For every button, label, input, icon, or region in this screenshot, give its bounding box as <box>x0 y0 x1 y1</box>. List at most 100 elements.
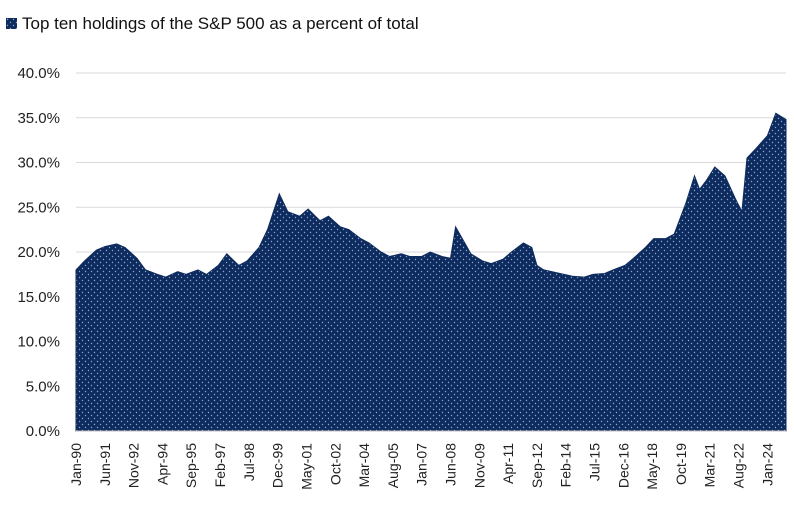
data-point <box>563 273 565 275</box>
x-tick-label: May-01 <box>299 443 315 490</box>
x-tick-label: Apr-11 <box>500 443 516 484</box>
data-point <box>258 246 260 248</box>
data-point <box>299 215 301 217</box>
data-point <box>156 273 158 275</box>
data-point <box>400 253 402 255</box>
x-tick-label: Jan-90 <box>68 443 84 486</box>
y-tick-label: 40.0% <box>17 65 60 82</box>
area-series <box>75 112 787 432</box>
data-point <box>185 273 187 275</box>
data-point <box>522 242 524 244</box>
data-point <box>746 157 748 159</box>
x-tick-label: Feb-97 <box>212 443 228 488</box>
data-point <box>665 237 667 239</box>
data-point <box>470 253 472 255</box>
data-point <box>698 188 700 190</box>
x-axis: Jan-90 Jun-91 Nov-92 Apr-94 Sep-95 Feb-97 Jul-… <box>68 430 786 490</box>
x-tick-label: Nov-09 <box>471 443 487 488</box>
x-tick-label: Aug-05 <box>385 443 401 488</box>
data-point <box>543 269 545 271</box>
data-point <box>278 193 280 195</box>
data-point <box>673 233 675 235</box>
data-point <box>380 251 382 253</box>
data-point <box>368 242 370 244</box>
data-point <box>502 258 504 260</box>
data-point <box>246 260 248 262</box>
data-point <box>124 246 126 248</box>
data-point <box>307 208 309 210</box>
x-tick-label: Aug-22 <box>731 443 747 488</box>
data-point <box>104 245 106 247</box>
x-tick-label: Feb-14 <box>558 443 574 488</box>
data-point <box>482 260 484 262</box>
x-tick-label: Sep-12 <box>529 443 545 488</box>
x-tick-label: Jul-15 <box>587 443 603 481</box>
data-point <box>785 118 787 120</box>
data-point <box>724 175 726 177</box>
data-point <box>766 135 768 137</box>
data-point <box>741 211 743 213</box>
x-tick-label: Mar-04 <box>356 443 372 488</box>
data-point <box>714 166 716 168</box>
y-tick-label: 10.0% <box>17 334 60 351</box>
x-tick-label: Dec-16 <box>615 443 631 488</box>
legend: Top ten holdings of the S&P 500 as a per… <box>6 14 419 33</box>
y-tick-label: 30.0% <box>17 155 60 172</box>
data-point <box>612 269 614 271</box>
data-point <box>454 226 456 228</box>
data-point <box>571 275 573 277</box>
y-tick-label: 35.0% <box>17 110 60 127</box>
y-tick-label: 0.0% <box>26 423 60 440</box>
x-tick-label: Jan-24 <box>759 443 775 486</box>
data-point <box>441 255 443 257</box>
data-point <box>583 276 585 278</box>
data-point <box>624 264 626 266</box>
data-point <box>705 179 707 181</box>
data-point <box>348 228 350 230</box>
x-tick-label: Dec-99 <box>270 443 286 488</box>
data-point <box>734 197 736 199</box>
y-tick-label: 5.0% <box>26 378 60 395</box>
x-tick-label: Jun-91 <box>97 443 113 486</box>
data-point <box>531 246 533 248</box>
data-point <box>490 262 492 264</box>
y-tick-label: 25.0% <box>17 199 60 216</box>
data-point <box>653 237 655 239</box>
data-point <box>429 251 431 253</box>
data-point <box>205 273 207 275</box>
y-tick-label: 15.0% <box>17 289 60 306</box>
data-point <box>409 255 411 257</box>
data-point <box>644 246 646 248</box>
data-point <box>136 257 138 259</box>
data-point <box>693 175 695 177</box>
data-point <box>75 269 77 271</box>
x-tick-label: Mar-21 <box>702 443 718 488</box>
x-tick-label: May-18 <box>644 443 660 490</box>
x-tick-label: Jan-07 <box>414 443 430 486</box>
data-point <box>287 211 289 213</box>
data-point <box>360 237 362 239</box>
x-tick-label: Jul-98 <box>241 443 257 481</box>
data-point <box>116 243 118 245</box>
data-point <box>421 255 423 257</box>
x-tick-label: Sep-95 <box>183 443 199 488</box>
x-tick-label: Nov-92 <box>126 443 142 488</box>
x-tick-label: Jun-08 <box>443 443 459 486</box>
data-point <box>461 237 463 239</box>
x-tick-label: Oct-02 <box>327 443 343 485</box>
data-point <box>592 273 594 275</box>
data-point <box>551 271 553 273</box>
data-point <box>685 202 687 204</box>
y-axis: 0.0% 5.0% 10.0% 15.0% 20.0% 25.0% 30.0% 35.0% 40… <box>17 65 60 440</box>
data-point <box>226 253 228 255</box>
data-point <box>775 112 777 114</box>
data-point <box>266 228 268 230</box>
y-tick-label: 20.0% <box>17 244 60 261</box>
legend-label: Top ten holdings of the S&P 500 as a per… <box>22 14 419 33</box>
x-tick-label: Apr-94 <box>154 443 170 485</box>
data-point <box>197 269 199 271</box>
data-point <box>510 251 512 253</box>
data-point <box>217 264 219 266</box>
data-point <box>754 148 756 150</box>
